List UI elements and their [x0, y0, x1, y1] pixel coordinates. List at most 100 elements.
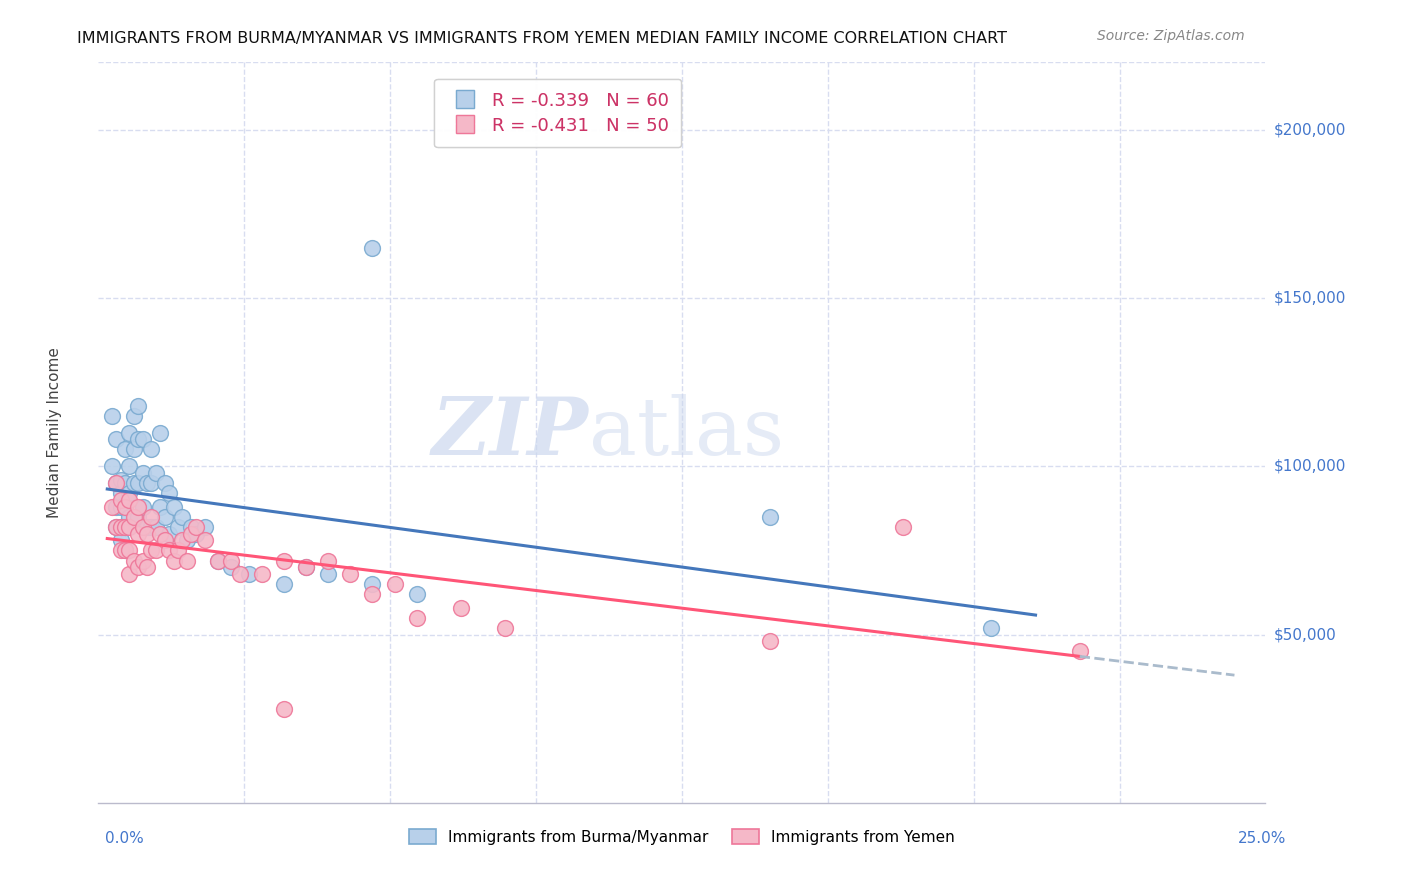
Point — [494, 621, 516, 635]
Point — [114, 520, 136, 534]
Point — [141, 520, 163, 534]
Point — [295, 560, 318, 574]
Point — [219, 553, 242, 567]
Text: $100,000: $100,000 — [1274, 458, 1346, 474]
Point — [136, 476, 159, 491]
Point — [100, 500, 122, 514]
Point — [105, 476, 128, 491]
Point — [167, 520, 190, 534]
Point — [127, 509, 149, 524]
Point — [141, 476, 163, 491]
Point — [118, 425, 141, 440]
Point — [114, 500, 136, 514]
Point — [118, 543, 141, 558]
Point — [316, 553, 339, 567]
Point — [131, 520, 153, 534]
Point — [105, 520, 128, 534]
Point — [127, 433, 149, 447]
Point — [180, 526, 202, 541]
Point — [114, 543, 136, 558]
Point — [136, 560, 159, 574]
Point — [273, 701, 295, 715]
Text: atlas: atlas — [589, 393, 783, 472]
Text: Source: ZipAtlas.com: Source: ZipAtlas.com — [1097, 29, 1244, 43]
Point — [193, 520, 215, 534]
Point — [157, 543, 180, 558]
Point — [118, 520, 141, 534]
Point — [118, 459, 141, 474]
Point — [295, 560, 318, 574]
Point — [105, 500, 128, 514]
Point — [759, 634, 782, 648]
Point — [118, 566, 141, 581]
Point — [172, 533, 194, 548]
Point — [250, 566, 273, 581]
Point — [100, 409, 122, 423]
Point — [131, 553, 153, 567]
Point — [153, 533, 176, 548]
Point — [110, 533, 132, 548]
Text: Median Family Income: Median Family Income — [46, 347, 62, 518]
Point — [122, 553, 145, 567]
Point — [131, 500, 153, 514]
Text: 25.0%: 25.0% — [1239, 831, 1286, 846]
Point — [122, 476, 145, 491]
Point — [145, 543, 167, 558]
Point — [145, 520, 167, 534]
Point — [153, 476, 176, 491]
Point — [114, 520, 136, 534]
Point — [229, 566, 252, 581]
Point — [361, 577, 384, 591]
Point — [273, 553, 295, 567]
Point — [172, 509, 194, 524]
Text: ZIP: ZIP — [432, 394, 589, 471]
Point — [127, 526, 149, 541]
Point — [105, 476, 128, 491]
Point — [118, 509, 141, 524]
Point — [114, 500, 136, 514]
Point — [149, 425, 172, 440]
Point — [136, 520, 159, 534]
Point — [162, 500, 184, 514]
Text: $150,000: $150,000 — [1274, 291, 1346, 305]
Point — [162, 553, 184, 567]
Point — [891, 520, 914, 534]
Point — [110, 543, 132, 558]
Point — [405, 587, 427, 601]
Point — [110, 500, 132, 514]
Point — [110, 492, 132, 507]
Point — [207, 553, 229, 567]
Point — [180, 520, 202, 534]
Point — [153, 509, 176, 524]
Point — [131, 433, 153, 447]
Point — [316, 566, 339, 581]
Point — [100, 459, 122, 474]
Point — [110, 520, 132, 534]
Point — [136, 526, 159, 541]
Point — [110, 486, 132, 500]
Point — [127, 560, 149, 574]
Point — [1069, 644, 1091, 658]
Point — [141, 442, 163, 457]
Point — [118, 486, 141, 500]
Point — [405, 610, 427, 624]
Point — [157, 486, 180, 500]
Point — [118, 492, 141, 507]
Point — [131, 466, 153, 480]
Point — [339, 566, 361, 581]
Point — [450, 600, 472, 615]
Point — [176, 533, 198, 548]
Point — [122, 442, 145, 457]
Point — [157, 526, 180, 541]
Point — [176, 553, 198, 567]
Point — [141, 543, 163, 558]
Point — [193, 533, 215, 548]
Point — [184, 520, 207, 534]
Point — [184, 526, 207, 541]
Point — [238, 566, 260, 581]
Text: $200,000: $200,000 — [1274, 122, 1346, 137]
Point — [127, 399, 149, 413]
Text: $50,000: $50,000 — [1274, 627, 1337, 642]
Point — [361, 587, 384, 601]
Point — [219, 560, 242, 574]
